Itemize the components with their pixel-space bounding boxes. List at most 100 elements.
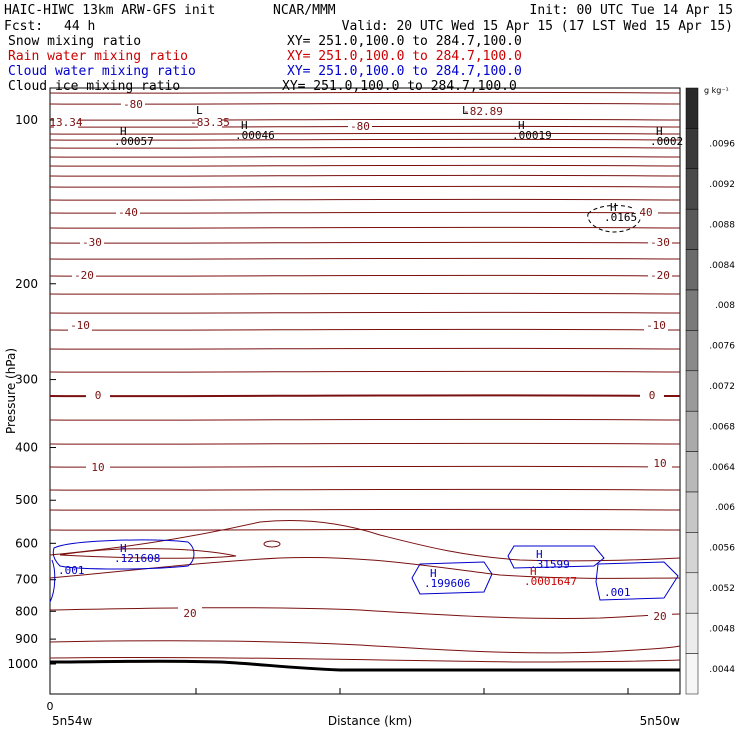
colorbar-segment <box>685 208 699 250</box>
field-name-cloud-water: Cloud water mixing ratio <box>8 64 196 79</box>
temperature-contour <box>49 274 681 277</box>
temperature-contour <box>263 540 281 548</box>
temperature-contour-label: 10 <box>653 457 666 470</box>
temperature-contour-label: -10 <box>646 319 666 332</box>
colorbar-segment <box>685 572 699 614</box>
y-tick-label: 300 <box>15 373 38 387</box>
temperature-contour-label: -20 <box>74 269 94 282</box>
extremum-marker: H <box>241 119 248 132</box>
temperature-label-bg <box>68 319 92 332</box>
temperature-contour <box>49 132 681 135</box>
extremum-marker: H <box>518 119 525 132</box>
colorbar-tick-label: .0052 <box>709 584 735 594</box>
field-name-cloud-ice: Cloud ice mixing ratio <box>8 79 180 94</box>
temperature-label-bg <box>86 389 110 402</box>
temperature-contour-label: -30 <box>82 236 102 249</box>
y-tick-label: 500 <box>15 493 38 507</box>
extremum-value: .00046 <box>235 129 275 142</box>
temperature-contour <box>49 488 681 491</box>
colorbar-segment <box>685 491 699 533</box>
colorbar-segment <box>685 532 699 574</box>
temperature-contour <box>49 640 681 654</box>
temperature-contour <box>49 174 681 177</box>
cloud-water-label: .001 <box>604 586 631 599</box>
temperature-label-bg <box>54 116 78 129</box>
forecast-hours: 44 h <box>64 19 95 34</box>
valid-time: Valid: 20 UTC Wed 15 Apr 15 (17 LST Wed … <box>342 19 733 34</box>
temperature-contour-label: -20 <box>650 269 670 282</box>
temperature-label-bg <box>640 389 664 402</box>
field-xy-rain: XY= 251.0,100.0 to 284.7,100.0 <box>287 49 522 64</box>
colorbar-segment <box>685 612 699 654</box>
temperature-contours <box>49 91 681 663</box>
colorbar-tick-label: .0092 <box>709 180 735 190</box>
temperature-contour <box>49 292 681 295</box>
colorbar-tick-label: .008 <box>715 301 735 311</box>
temperature-contour <box>49 164 681 167</box>
temperature-contour-label: 10 <box>91 461 104 474</box>
extremum-value: .0165 <box>604 211 637 224</box>
colorbar-segment <box>685 249 699 291</box>
temperature-contour <box>49 185 681 188</box>
temperature-contour <box>49 226 681 229</box>
y-tick-label: 400 <box>15 441 38 455</box>
temperature-contour-label: -30 <box>650 236 670 249</box>
temperature-contour-label: -82.89 <box>463 105 503 118</box>
temperature-label-bg <box>178 607 202 620</box>
temperature-contour <box>49 418 681 421</box>
field-xy-cloud-ice: XY= 251.0,100.0 to 284.7,100.0 <box>282 79 517 94</box>
temperature-contour <box>49 520 681 562</box>
ground-line-layer <box>49 659 680 672</box>
extremum-marker: H <box>656 125 663 138</box>
colorbar-segment <box>685 168 699 210</box>
y-tick-label: 700 <box>15 573 38 587</box>
cloud-water-contour <box>507 545 605 569</box>
y-tick-label: 100 <box>15 113 38 127</box>
temperature-contour <box>49 118 681 121</box>
colorbar-tick-label: .0064 <box>709 463 735 473</box>
temperature-contour <box>49 198 681 201</box>
model-source: NCAR/MMM <box>273 3 336 18</box>
colorbar-tick-label: .0056 <box>709 544 735 554</box>
y-tick-label: 1000 <box>7 657 38 671</box>
extremum-value: .0002 <box>650 135 683 148</box>
temperature-contour-label: -40 <box>118 206 138 219</box>
colorbar-tick-label: .0068 <box>709 422 735 432</box>
plot-frame <box>49 87 681 695</box>
temperature-contour <box>49 508 681 511</box>
temperature-contour <box>59 548 237 559</box>
x-right-location: 5n50w <box>640 714 681 728</box>
y-tick-label: 800 <box>15 604 38 618</box>
temperature-contour <box>49 102 681 105</box>
extremum-marker: H <box>120 125 127 138</box>
cloud-water-contour <box>52 539 195 570</box>
colorbar-tick-label: .0048 <box>709 624 735 634</box>
colorbar-segment <box>685 87 699 129</box>
field-list: Snow mixing ratio XY= 251.0,100.0 to 284… <box>8 34 522 94</box>
y-tick-label: 600 <box>15 536 38 550</box>
temperature-contour <box>49 138 681 141</box>
temperature-contour-label: -80 <box>350 120 370 133</box>
colorbar-tick-label: .0084 <box>709 261 735 271</box>
temperature-contour-label: -10 <box>70 319 90 332</box>
extremum-marker: H <box>120 542 127 555</box>
temperature-contour <box>49 257 681 260</box>
x-left-location: 5n54w <box>52 714 93 728</box>
temperature-label-bg <box>471 105 495 118</box>
temperature-label-bg <box>644 319 668 332</box>
temperature-contour <box>49 211 681 214</box>
extremum-marker: L <box>196 104 203 117</box>
extremum-value: .00019 <box>512 129 552 142</box>
cloud-water-contour <box>411 561 493 595</box>
temperature-contour-label: -80 <box>123 98 143 111</box>
temperature-contour-label: 0 <box>95 389 102 402</box>
temperature-contour <box>49 465 681 468</box>
colorbar-segment <box>685 653 699 695</box>
y-tick-label: 900 <box>15 632 38 646</box>
temperature-contour <box>49 370 681 373</box>
temperature-contour-label: 0 <box>649 389 656 402</box>
extremum-marker: H <box>430 567 437 580</box>
colorbar-segment <box>685 451 699 493</box>
temperature-label-bg <box>634 206 658 219</box>
